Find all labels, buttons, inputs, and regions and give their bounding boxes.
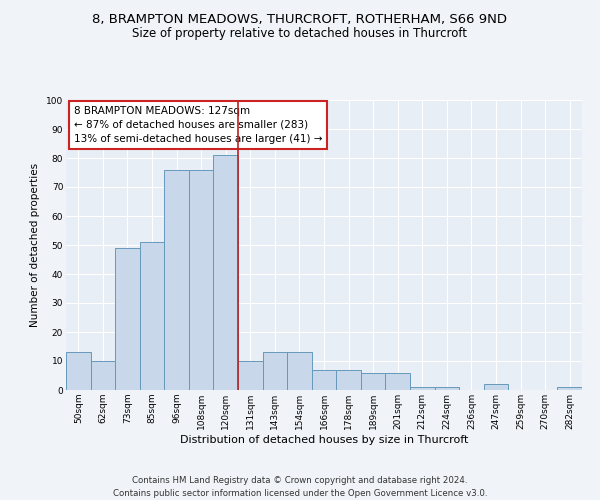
Bar bbox=[189, 170, 214, 390]
Text: 8, BRAMPTON MEADOWS, THURCROFT, ROTHERHAM, S66 9ND: 8, BRAMPTON MEADOWS, THURCROFT, ROTHERHA… bbox=[92, 12, 508, 26]
Bar bbox=[140, 242, 164, 390]
Text: Size of property relative to detached houses in Thurcroft: Size of property relative to detached ho… bbox=[133, 28, 467, 40]
X-axis label: Distribution of detached houses by size in Thurcroft: Distribution of detached houses by size … bbox=[180, 434, 468, 444]
Bar bbox=[434, 387, 459, 390]
Text: Contains HM Land Registry data © Crown copyright and database right 2024.
Contai: Contains HM Land Registry data © Crown c… bbox=[113, 476, 487, 498]
Bar bbox=[410, 387, 434, 390]
Bar bbox=[312, 370, 336, 390]
Bar bbox=[557, 387, 582, 390]
Text: 8 BRAMPTON MEADOWS: 127sqm
← 87% of detached houses are smaller (283)
13% of sem: 8 BRAMPTON MEADOWS: 127sqm ← 87% of deta… bbox=[74, 106, 322, 144]
Bar bbox=[164, 170, 189, 390]
Bar bbox=[91, 361, 115, 390]
Bar bbox=[214, 155, 238, 390]
Bar bbox=[336, 370, 361, 390]
Bar bbox=[484, 384, 508, 390]
Bar bbox=[361, 372, 385, 390]
Bar bbox=[287, 352, 312, 390]
Bar bbox=[115, 248, 140, 390]
Bar bbox=[238, 361, 263, 390]
Y-axis label: Number of detached properties: Number of detached properties bbox=[31, 163, 40, 327]
Bar bbox=[263, 352, 287, 390]
Bar bbox=[66, 352, 91, 390]
Bar bbox=[385, 372, 410, 390]
